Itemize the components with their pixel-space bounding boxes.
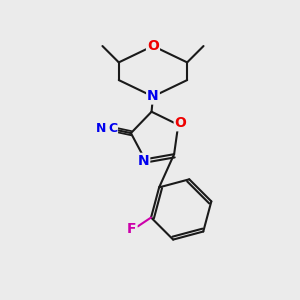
- Text: N: N: [95, 122, 106, 135]
- Text: O: O: [175, 116, 187, 130]
- Text: N: N: [147, 89, 159, 103]
- Text: C: C: [108, 122, 117, 135]
- Text: F: F: [127, 222, 136, 236]
- Text: O: O: [147, 39, 159, 53]
- Text: N: N: [138, 154, 149, 168]
